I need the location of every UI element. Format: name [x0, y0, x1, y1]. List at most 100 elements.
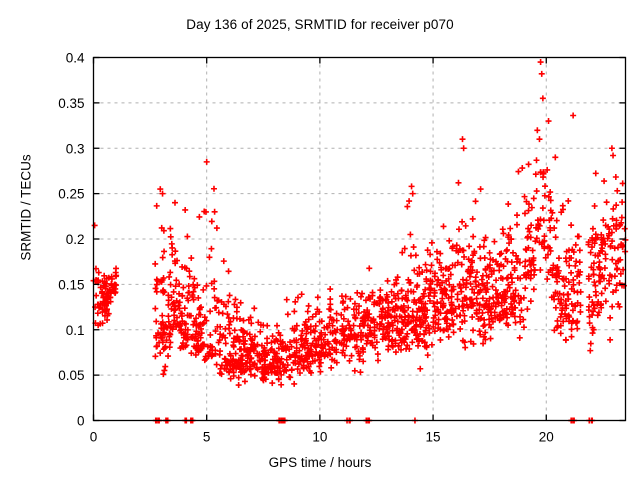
data-point: [460, 145, 467, 152]
data-point: [221, 355, 228, 362]
data-point: [178, 310, 185, 317]
data-point: [454, 291, 461, 298]
data-point: [424, 352, 431, 359]
data-point: [174, 320, 181, 327]
data-point: [450, 286, 457, 293]
data-point: [594, 312, 601, 319]
data-point: [418, 300, 425, 307]
data-point: [435, 276, 442, 283]
data-point: [378, 321, 385, 328]
data-point: [493, 258, 500, 265]
data-point: [388, 288, 395, 295]
data-point: [237, 299, 244, 306]
data-point: [405, 314, 412, 321]
data-point: [587, 340, 594, 347]
data-point: [547, 266, 554, 273]
data-point: [479, 295, 486, 302]
data-point: [237, 356, 244, 363]
data-point: [552, 234, 559, 241]
data-point: [514, 256, 521, 263]
data-point: [415, 342, 422, 349]
data-point: [423, 278, 430, 285]
data-point: [613, 202, 620, 209]
data-point: [618, 214, 625, 221]
data-point: [446, 281, 453, 288]
data-point: [185, 283, 192, 290]
data-point: [266, 361, 273, 368]
data-point: [432, 270, 439, 277]
data-point: [406, 198, 413, 205]
data-point: [163, 337, 170, 344]
data-point: [227, 352, 234, 359]
data-point: [481, 254, 488, 261]
data-point: [211, 294, 218, 301]
data-point: [384, 330, 391, 337]
data-point: [362, 297, 369, 304]
data-point: [314, 306, 321, 313]
data-point: [274, 364, 281, 371]
data-point: [577, 288, 584, 295]
data-point: [375, 357, 382, 364]
data-point: [469, 314, 476, 321]
data-point: [261, 357, 268, 364]
data-point: [301, 337, 308, 344]
data-point: [318, 329, 325, 336]
data-point: [300, 357, 307, 364]
data-point: [413, 332, 420, 339]
data-point: [226, 321, 233, 328]
data-point: [166, 344, 173, 351]
data-point: [443, 310, 450, 317]
data-point: [512, 287, 519, 294]
data-point: [550, 293, 557, 300]
data-point: [227, 375, 234, 382]
data-point: [196, 305, 203, 312]
data-point: [440, 300, 447, 307]
data-point: [427, 251, 434, 258]
data-point: [525, 207, 532, 214]
data-point: [382, 335, 389, 342]
data-point: [497, 275, 504, 282]
data-point: [405, 276, 412, 283]
data-point: [324, 340, 331, 347]
data-point: [449, 302, 456, 309]
data-point: [404, 342, 411, 349]
data-point: [568, 333, 575, 340]
data-point: [407, 231, 414, 238]
data-point: [602, 298, 609, 305]
data-point: [181, 305, 188, 312]
data-point: [388, 313, 395, 320]
data-point: [249, 337, 256, 344]
data-point: [513, 221, 520, 228]
data-point: [479, 280, 486, 287]
data-point: [592, 231, 599, 238]
data-point: [309, 340, 316, 347]
data-point: [153, 281, 160, 288]
data-point: [376, 300, 383, 307]
data-point: [445, 333, 452, 340]
data-point: [363, 340, 370, 347]
data-point: [361, 322, 368, 329]
data-point: [426, 285, 433, 292]
data-point: [291, 308, 298, 315]
data-point: [230, 369, 237, 376]
data-point: [275, 329, 282, 336]
data-point: [428, 262, 435, 269]
data-point: [232, 350, 239, 357]
data-point: [216, 370, 223, 377]
data-point: [230, 342, 237, 349]
data-point: [404, 320, 411, 327]
data-point: [500, 230, 507, 237]
data-point: [213, 225, 220, 232]
data-point: [409, 190, 416, 197]
data-point: [520, 294, 527, 301]
data-point: [436, 259, 443, 266]
data-point: [351, 311, 358, 318]
data-point: [552, 304, 559, 311]
data-point: [609, 238, 616, 245]
data-point: [257, 328, 264, 335]
data-point: [459, 218, 466, 225]
data-point: [288, 366, 295, 373]
data-point: [404, 203, 411, 210]
data-point: [251, 372, 258, 379]
data-point: [486, 303, 493, 310]
